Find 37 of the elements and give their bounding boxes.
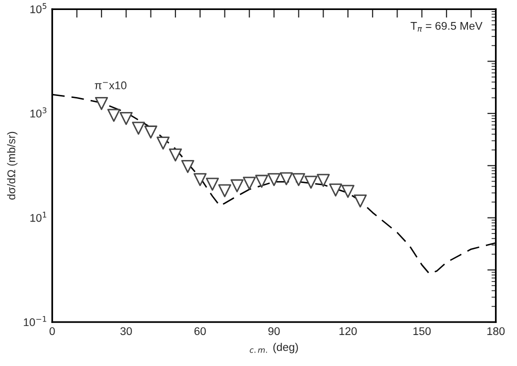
point <box>354 194 367 208</box>
point <box>280 172 293 186</box>
annotation: π$^{−}$x10 <box>94 81 126 90</box>
x-axis-title: $_{c.m.}$ (deg) <box>250 342 298 354</box>
y-tick-label: 10$^{1}$ <box>30 212 46 222</box>
point <box>218 184 232 198</box>
point <box>194 173 207 186</box>
point <box>255 174 268 188</box>
point <box>341 184 354 198</box>
y-tick-label: 10$^{3}$ <box>30 107 46 118</box>
y-tick-label: 10$^{5}$ <box>30 3 46 14</box>
x-tick-label: 90 <box>268 327 280 336</box>
point <box>120 112 133 126</box>
point <box>181 160 194 174</box>
x-tick-label: 60 <box>194 327 206 336</box>
x-tick-label: 30 <box>120 327 132 336</box>
point <box>156 136 170 150</box>
point <box>304 176 318 189</box>
point <box>168 148 182 162</box>
y-tick-label: 10$^{−1}$ <box>24 316 46 326</box>
x-tick-label: 150 <box>413 327 431 336</box>
point <box>316 174 330 187</box>
point <box>242 176 256 190</box>
point <box>132 122 145 135</box>
annotation: T$_{π}$ = 69.5 MeV <box>410 22 482 32</box>
point <box>144 126 158 139</box>
x-tick-label: 180 <box>487 327 505 336</box>
point <box>268 173 281 186</box>
point <box>206 178 219 191</box>
point <box>230 179 244 192</box>
x-tick-label: 120 <box>340 327 357 336</box>
y-axis-title: dσ/dΩ (mb/sr) <box>7 132 18 200</box>
x-tick-label: 0 <box>50 327 55 336</box>
point <box>329 184 342 197</box>
point <box>107 108 120 122</box>
point <box>95 97 108 110</box>
point <box>292 173 306 186</box>
